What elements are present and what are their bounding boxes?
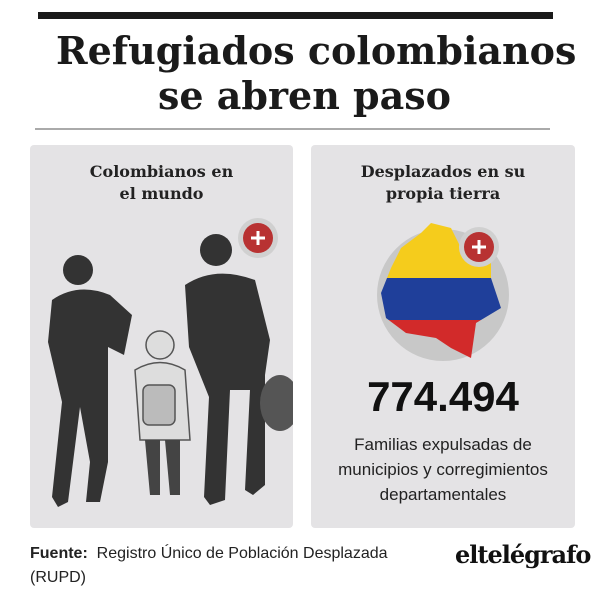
source: Fuente: Registro Único de Población Desp… bbox=[30, 545, 388, 563]
divider bbox=[35, 128, 550, 130]
card-title: propia tierra bbox=[385, 184, 501, 203]
logo: eltelégrafo bbox=[455, 540, 591, 569]
colombia-map bbox=[377, 223, 509, 361]
figure: 774.494 bbox=[367, 373, 519, 420]
source-text: Registro Único de Población Desplazada bbox=[96, 545, 388, 562]
description-line: municipios y corregimientos bbox=[338, 460, 548, 479]
top-bar bbox=[38, 12, 553, 19]
source-text: (RUPD) bbox=[30, 569, 86, 586]
people-illustration bbox=[48, 218, 293, 507]
description-line: Familias expulsadas de bbox=[354, 435, 532, 454]
title-line: se abren paso bbox=[158, 73, 451, 118]
card-title: Desplazados en su bbox=[360, 162, 526, 181]
source-label: Fuente: bbox=[30, 545, 88, 562]
card: Desplazados en su propia tierra 774.494 … bbox=[311, 145, 575, 528]
card-title: el mundo bbox=[119, 184, 204, 203]
card-title: Colombianos en bbox=[89, 162, 234, 181]
title-line: Refugiados colombianos bbox=[56, 28, 577, 73]
description-line: departamentales bbox=[379, 485, 507, 504]
card: Colombianos en el mundo bbox=[30, 145, 293, 528]
